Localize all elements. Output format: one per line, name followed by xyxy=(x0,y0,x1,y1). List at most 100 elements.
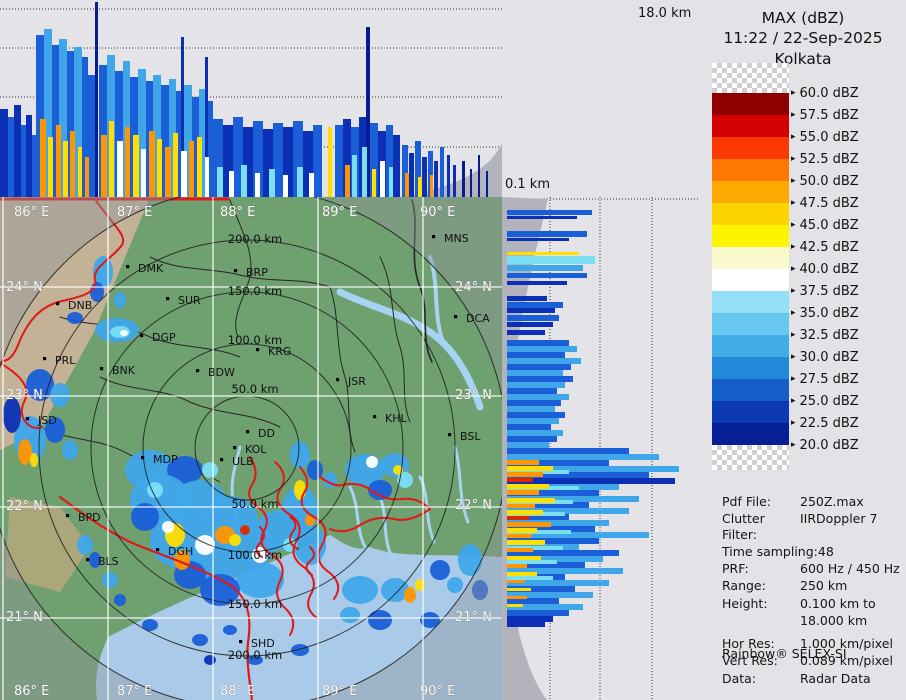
echo-bar xyxy=(507,302,563,308)
echo-bar xyxy=(507,548,533,552)
parameter-value: 48 xyxy=(817,543,834,559)
echo-bar xyxy=(507,508,629,514)
legend-tick-text: 35.0 dBZ xyxy=(799,305,859,321)
echo-cell xyxy=(89,552,101,568)
echo-cell xyxy=(291,644,309,656)
echo-bar xyxy=(507,460,609,466)
legend-swatch xyxy=(712,203,789,225)
echo-bar xyxy=(507,231,587,237)
graticule-label: 24° N xyxy=(455,280,492,295)
parameter-row: PRF: 600 Hz / 450 Hz xyxy=(722,561,906,576)
legend-tick: ▸ 22.5 dBZ xyxy=(791,412,901,434)
district-boundary xyxy=(329,286,356,453)
graticule-label: 24° N xyxy=(6,280,43,295)
echo-bar xyxy=(328,127,332,197)
legend-tick-text: 40.0 dBZ xyxy=(799,261,859,277)
graticule-label: 23° N xyxy=(455,388,492,403)
station-label: BNK xyxy=(112,364,136,377)
legend-swatch xyxy=(712,313,789,335)
legend-swatch xyxy=(712,159,789,181)
echo-bar xyxy=(430,175,433,197)
tick-arrow-icon: ▸ xyxy=(791,286,796,296)
station-label: MDP xyxy=(153,453,178,466)
legend-swatch xyxy=(712,137,789,159)
parameter-value: 250 km xyxy=(800,578,848,594)
parameter-label: Range: xyxy=(722,578,766,594)
parameter-row: 18.000 km xyxy=(722,613,906,628)
echo-bar xyxy=(293,121,303,197)
echo-bar xyxy=(507,424,551,430)
echo-cell xyxy=(229,534,241,546)
legend-swatch xyxy=(712,225,789,247)
echo-bar xyxy=(223,125,233,197)
range-ring-label: 200.0 km xyxy=(228,648,282,662)
echo-bar xyxy=(273,123,283,197)
echo-bar xyxy=(507,400,561,406)
echo-bar xyxy=(507,622,545,627)
scan-datetime: 11:22 / 22-Sep-2025 xyxy=(723,29,883,48)
graticule-label: 86° E xyxy=(14,205,49,220)
echo-bar xyxy=(165,147,171,197)
range-rings xyxy=(0,197,502,700)
top-height-profile-panel xyxy=(0,0,502,197)
parameter-label: Hor Res: xyxy=(722,636,775,651)
echo-bar xyxy=(507,352,565,358)
radar-map-panel: 200.0 km 150.0 km 100.0 km 50.0 km 50.0 km 10… xyxy=(0,197,502,700)
echo-bar xyxy=(507,216,577,219)
echo-bar xyxy=(21,125,26,197)
echo-bar xyxy=(507,502,589,508)
echo-bar xyxy=(422,157,427,197)
station-dot xyxy=(66,514,70,518)
scan-parameters: Pdf File: 250Z.max Clutter Filter: IIRDo… xyxy=(722,494,906,688)
echo-bar xyxy=(447,155,450,197)
echo-bar xyxy=(370,123,378,197)
echo-bar xyxy=(507,406,555,412)
legend-tick-text: 37.5 dBZ xyxy=(799,283,859,299)
station-dot xyxy=(256,348,260,352)
range-ring-label: 150.0 km xyxy=(228,597,282,611)
echo-bar xyxy=(507,560,557,564)
tick-arrow-icon: ▸ xyxy=(791,374,796,384)
echo-bar xyxy=(507,496,639,502)
echo-cell xyxy=(366,456,378,468)
echo-bar xyxy=(213,119,223,197)
echo-bar xyxy=(233,117,243,197)
echo-bar xyxy=(507,340,569,346)
graticule-label: 90° E xyxy=(420,205,455,220)
echo-bar xyxy=(207,101,213,197)
echo-bar xyxy=(95,2,98,197)
station-label: BPD xyxy=(78,511,101,524)
station-label: BLS xyxy=(98,555,119,568)
right-height-profile-panel xyxy=(502,197,700,700)
station-label: SHD xyxy=(251,637,275,650)
legend-tick-text: 42.5 dBZ xyxy=(799,239,859,255)
state-boundaries-red xyxy=(0,197,431,700)
echo-bar xyxy=(138,69,146,197)
echo-cell xyxy=(472,580,488,600)
echo-cell xyxy=(147,482,163,498)
echo-cell xyxy=(30,453,38,467)
echo-cell xyxy=(114,594,126,606)
station-label: PRL xyxy=(55,354,76,367)
echo-cell xyxy=(114,292,126,308)
echo-cell xyxy=(368,610,392,630)
station-dot xyxy=(26,417,30,421)
legend-tick-text: 60.0 dBZ xyxy=(799,85,859,101)
terrain-patch xyxy=(5,497,90,592)
echo-bar xyxy=(507,598,559,604)
district-boundary xyxy=(379,256,411,423)
echo-bar xyxy=(507,616,553,622)
tick-arrow-icon: ▸ xyxy=(791,264,796,274)
station-dot xyxy=(454,315,458,319)
legend-swatch xyxy=(712,63,789,93)
river-path xyxy=(453,445,470,524)
echo-bar xyxy=(52,45,59,197)
tick-arrow-icon: ▸ xyxy=(791,440,796,450)
station-dot xyxy=(373,415,377,419)
parameter-label: Pdf File: xyxy=(722,494,771,509)
echo-cell xyxy=(62,440,78,460)
legend-tick: ▸ 37.5 dBZ xyxy=(791,280,901,302)
parameter-value: 18.000 km xyxy=(800,612,868,628)
echo-bar xyxy=(63,141,68,197)
